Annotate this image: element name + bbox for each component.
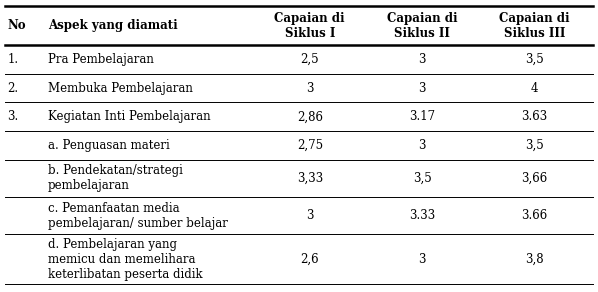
Text: 3: 3 [419,82,426,95]
Text: a. Penguasan materi: a. Penguasan materi [48,139,170,152]
Text: 3: 3 [419,253,426,265]
Text: Capaian di
Siklus II: Capaian di Siklus II [387,12,457,39]
Text: Capaian di
Siklus I: Capaian di Siklus I [274,12,345,39]
Text: 3.: 3. [7,110,19,123]
Text: 2,75: 2,75 [297,139,323,152]
Text: 3,5: 3,5 [525,139,544,152]
Text: 3.33: 3.33 [409,209,435,222]
Text: 2,5: 2,5 [300,53,319,66]
Text: c. Pemanfaatan media
pembelajaran/ sumber belajar: c. Pemanfaatan media pembelajaran/ sumbe… [48,202,228,230]
Text: 3,8: 3,8 [525,253,544,265]
Text: 3: 3 [419,139,426,152]
Text: 3: 3 [306,209,313,222]
Text: 3: 3 [419,53,426,66]
Text: 3,5: 3,5 [413,172,432,185]
Text: 3,66: 3,66 [521,172,548,185]
Text: Aspek yang diamati: Aspek yang diamati [48,19,178,32]
Text: 2.: 2. [7,82,19,95]
Text: 4: 4 [531,82,538,95]
Text: 3,33: 3,33 [297,172,323,185]
Text: 1.: 1. [7,53,19,66]
Text: No: No [7,19,26,32]
Text: b. Pendekatan/strategi
pembelajaran: b. Pendekatan/strategi pembelajaran [48,164,183,192]
Text: Membuka Pembelajaran: Membuka Pembelajaran [48,82,193,95]
Text: 3.66: 3.66 [521,209,548,222]
Text: 2,86: 2,86 [297,110,323,123]
Text: 3.63: 3.63 [521,110,548,123]
Text: Pra Pembelajaran: Pra Pembelajaran [48,53,154,66]
Text: 3: 3 [306,82,313,95]
Text: 3.17: 3.17 [409,110,435,123]
Text: Kegiatan Inti Pembelajaran: Kegiatan Inti Pembelajaran [48,110,210,123]
Text: 3,5: 3,5 [525,53,544,66]
Text: Capaian di
Siklus III: Capaian di Siklus III [499,12,570,39]
Text: d. Pembelajaran yang
memicu dan memelihara
keterlibatan peserta didik: d. Pembelajaran yang memicu dan memeliha… [48,237,203,281]
Text: 2,6: 2,6 [300,253,319,265]
